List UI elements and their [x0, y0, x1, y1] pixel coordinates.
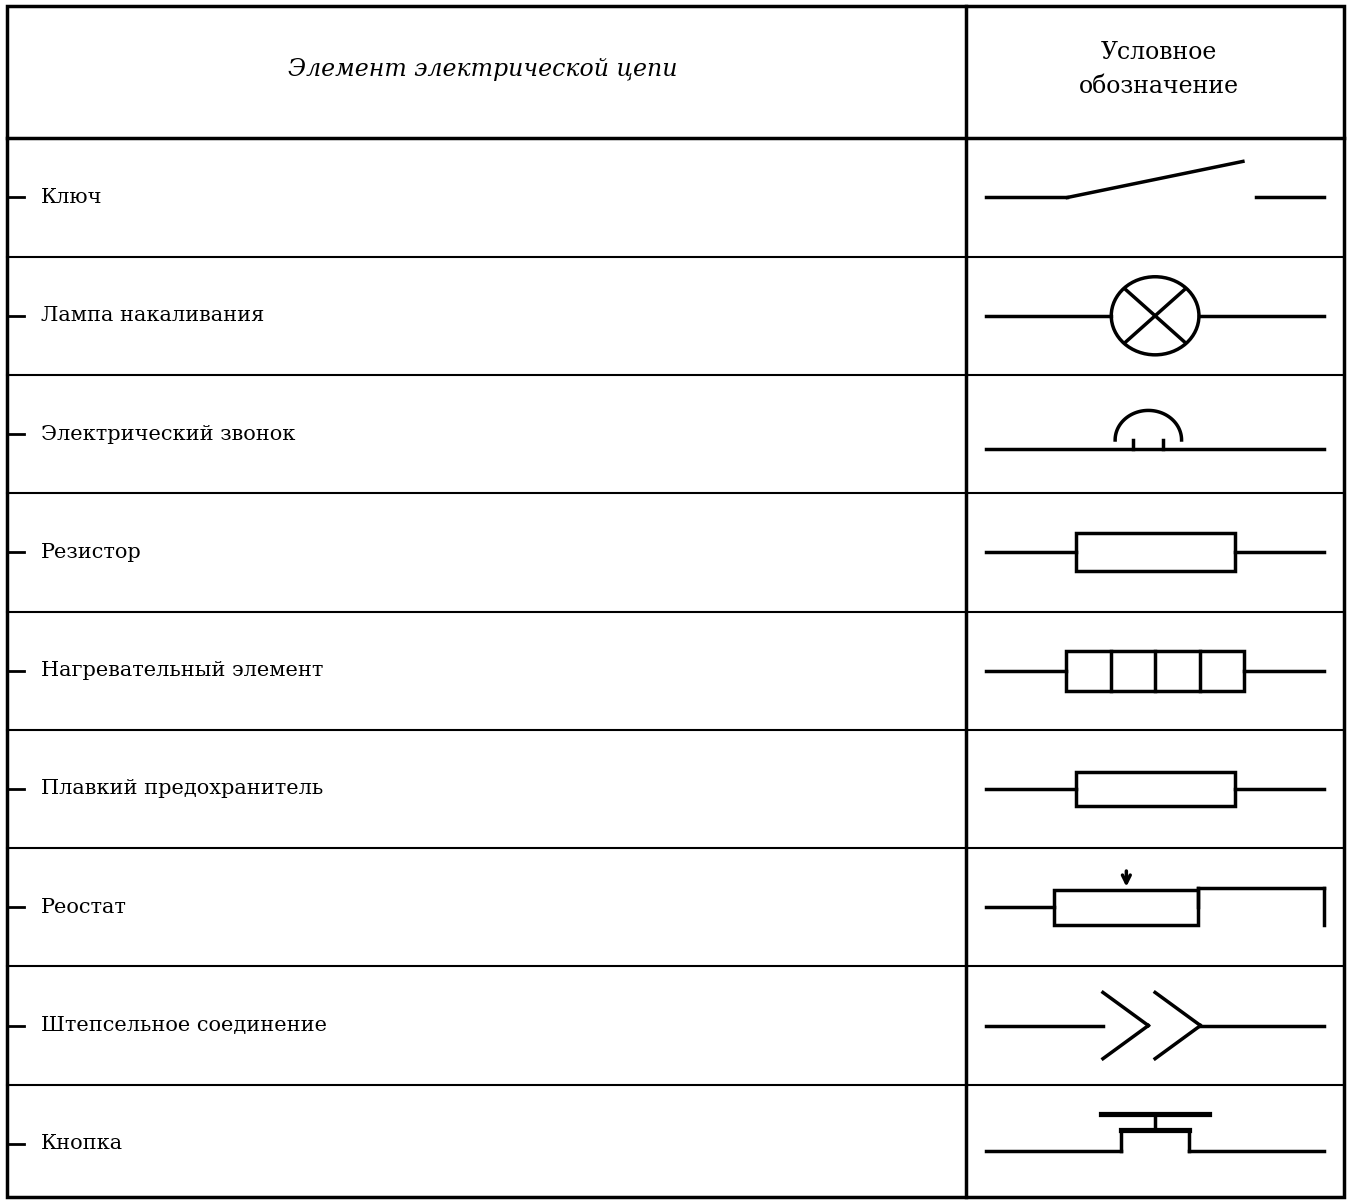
Text: Ключ: Ключ: [41, 188, 103, 207]
Bar: [1055, 889, 1198, 925]
Bar: [1075, 533, 1235, 571]
Text: Условное
обозначение: Условное обозначение: [1078, 41, 1239, 97]
Bar: [1075, 772, 1235, 806]
Text: Плавкий предохранитель: Плавкий предохранитель: [41, 780, 323, 799]
Text: Лампа накаливания: Лампа накаливания: [41, 307, 263, 325]
Text: Реостат: Реостат: [41, 897, 127, 917]
Text: Кнопка: Кнопка: [41, 1134, 123, 1154]
Text: Электрический звонок: Электрический звонок: [41, 425, 295, 444]
Text: Штепсельное соединение: Штепсельное соединение: [41, 1017, 327, 1035]
Text: Резистор: Резистор: [41, 543, 142, 562]
Bar: [1066, 651, 1244, 691]
Text: Нагревательный элемент: Нагревательный элемент: [41, 662, 323, 680]
Text: Элемент электрической цепи: Элемент электрической цепи: [288, 58, 678, 81]
